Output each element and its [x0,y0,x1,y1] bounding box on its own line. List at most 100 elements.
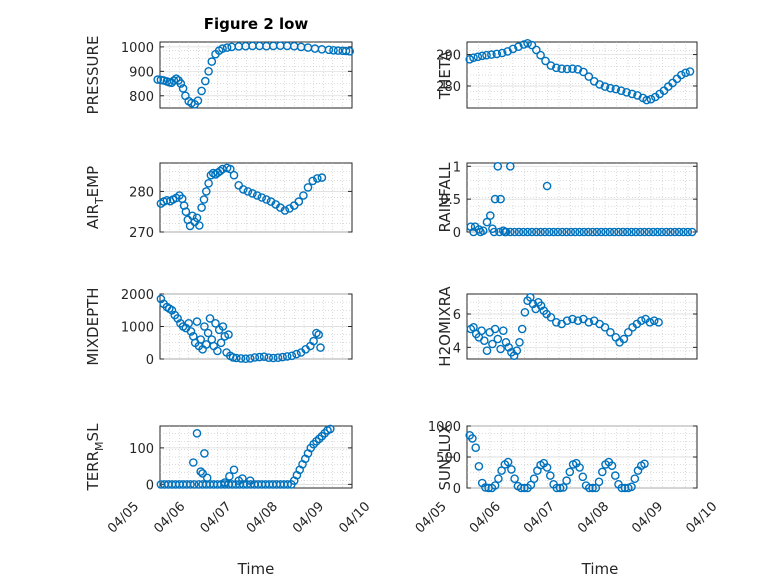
data-point [588,483,597,493]
data-point [278,352,287,362]
data-point [482,217,492,227]
data-point [494,474,503,484]
data-point [477,326,486,336]
data-point [184,318,193,328]
data-point [536,227,545,237]
data-point [617,483,627,493]
data-point [627,227,636,237]
data-point [176,79,186,88]
y-tick-label: 900 [129,65,154,80]
data-point [287,351,297,361]
data-point [303,183,313,192]
y-axis-label: PRESSURE [84,36,102,115]
data-point [273,353,283,363]
data-point [308,176,318,186]
data-point [224,330,233,339]
data-point [228,353,238,362]
y-tick-label: 0 [146,478,154,493]
data-point [500,227,510,237]
data-point [640,459,649,469]
data-point [677,70,686,80]
data-point [640,227,649,237]
data-point [557,64,567,73]
data-point [498,326,508,336]
y-tick-label: 270 [129,226,154,241]
data-point [552,317,561,327]
data-point [527,227,537,237]
data-point [324,45,334,55]
data-point [611,84,621,94]
data-point [218,322,228,331]
y-axis-label: SUNFLUX [436,424,458,491]
data-point [618,227,628,237]
data-point [203,328,213,338]
data-point [312,328,321,338]
data-point [317,173,327,182]
data-point [314,330,324,339]
data-point [194,221,204,230]
x-tick-label: 04/06 [467,499,504,536]
data-point [541,56,550,66]
data-point [546,61,556,70]
x-axis-label-left: Time [237,560,275,578]
x-tick-label: 04/05 [413,499,450,536]
data-point [687,227,697,237]
data-point [683,227,693,237]
data-point [609,227,619,237]
data-point [473,52,483,62]
data-point [546,312,556,322]
data-point [568,64,577,73]
data-point [516,483,526,493]
data-point [222,43,232,52]
data-point [231,353,241,363]
data-point [622,88,631,97]
data-point [606,83,615,93]
y-tick-label: 100 [129,442,154,457]
data-point [546,471,555,480]
y-axis-label: THETA [436,50,454,100]
data-point [627,482,636,492]
data-point [229,465,239,475]
data-point [630,474,640,484]
data-point [192,213,202,223]
data-point [482,50,491,60]
data-point [471,443,481,453]
data-point [545,227,554,237]
data-point [153,75,162,84]
data-point [542,181,552,191]
data-point [197,203,206,212]
data-point [192,428,202,438]
data-point [192,317,202,326]
data-point [555,483,565,493]
data-point [616,86,626,95]
data-point [607,461,617,471]
data-point [532,227,541,237]
data-point [670,227,680,237]
data-point [259,352,269,362]
data-point [552,63,561,73]
data-point [169,76,179,85]
y-tick-label: 0 [453,482,461,497]
data-point [520,307,530,317]
data-point [493,161,503,171]
data-point [236,354,246,363]
y-tick-label: 800 [129,90,154,105]
data-point [197,86,206,96]
data-point [268,353,278,363]
x-tick-label: 04/07 [198,499,235,536]
x-tick-label: 04/05 [105,499,142,536]
data-point [646,94,656,104]
data-point [566,227,576,237]
y-tick-label: 280 [129,185,154,200]
y-tick-label: 1000 [428,420,461,435]
data-point [189,480,199,489]
data-point [201,187,211,196]
data-point [479,336,489,346]
data-point [614,227,623,237]
data-point [570,227,580,237]
data-point [469,53,478,63]
data-point [178,84,188,93]
x-axis-label-right: Time [581,560,619,578]
data-point [476,227,485,237]
